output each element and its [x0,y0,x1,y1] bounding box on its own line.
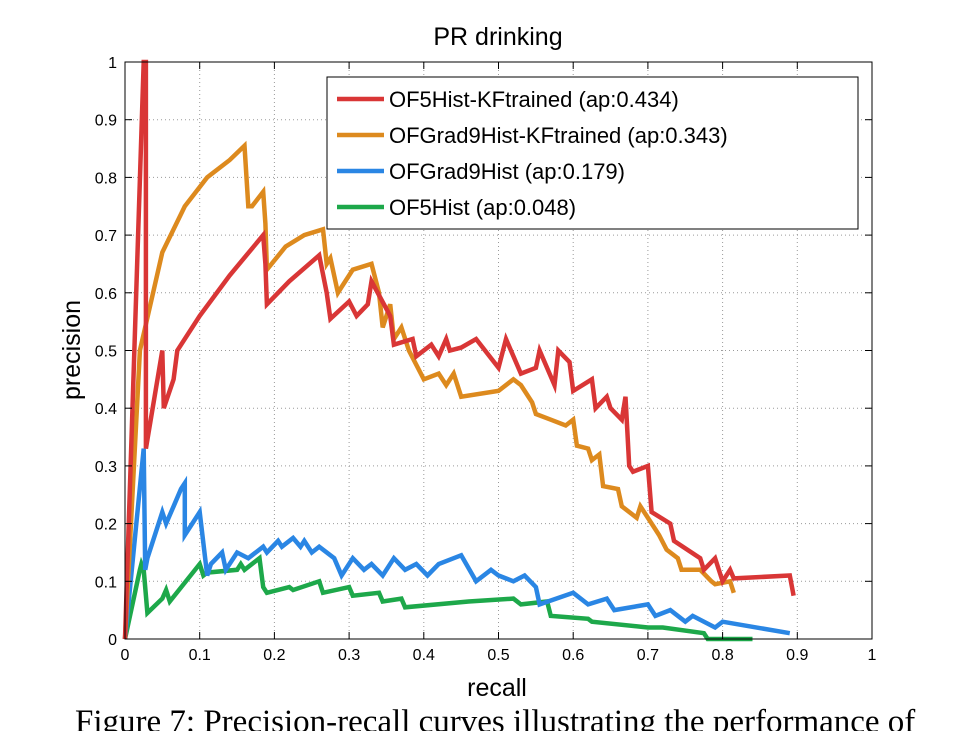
chart-title: PR drinking [433,23,562,51]
legend-box [326,76,859,230]
y-tick-label: 0.1 [95,574,117,591]
y-tick-label: 0.5 [95,344,117,361]
ticks: 0 0.1 0.2 0.3 0.4 0.5 0.6 0.7 0.8 0.9 1 0 0.1 0.2 0.3 0… [95,55,877,664]
pr-chart: 0 0.1 0.2 0.3 0.4 0.5 0.6 0.7 0.8 0.9 1 0 0.1 0.2 0.3 0… [58,23,877,700]
x-tick-label: 0.9 [786,647,808,664]
y-tick-label: 0 [108,632,117,649]
x-tick-label: 0.6 [562,647,584,664]
x-tick-label: 0.1 [189,647,211,664]
x-tick-label: 0.3 [338,647,360,664]
legend-label: OFGrad9Hist (ap:0.179) [389,159,625,184]
legend-label: OF5Hist-KFtrained (ap:0.434) [389,87,679,112]
x-tick-label: 1 [868,647,877,664]
series-line-0 [122,59,796,640]
y-tick-label: 0.9 [95,113,117,130]
x-axis-label: recall [467,674,527,700]
y-tick-label: 0.6 [95,286,117,303]
series-line-1 [122,140,736,640]
x-tick-label: 0.7 [637,647,659,664]
figure-caption: Figure 7: Precision-recall curves illust… [75,704,916,731]
legend-label: OF5Hist (ap:0.048) [389,195,576,220]
y-tick-label: 0.2 [95,517,117,534]
y-tick-label: 0.3 [95,459,117,476]
y-tick-label: 0.7 [95,228,117,245]
y-tick-label: 0.8 [95,170,117,187]
legend: OF5Hist-KFtrained (ap:0.434) OFGrad9Hist-… [326,76,859,230]
series-group [122,59,796,642]
x-tick-label: 0.8 [711,647,733,664]
y-tick-label: 1 [108,55,117,72]
series-line-2 [122,448,791,640]
y-tick-label: 0.4 [95,401,117,418]
x-tick-label: 0.4 [413,647,435,664]
x-tick-label: 0 [121,647,130,664]
series-line-3 [122,554,753,642]
x-tick-label: 0.5 [487,647,509,664]
x-tick-label: 0.2 [263,647,285,664]
y-axis-label: precision [58,300,86,400]
legend-label: OFGrad9Hist-KFtrained (ap:0.343) [389,123,728,148]
